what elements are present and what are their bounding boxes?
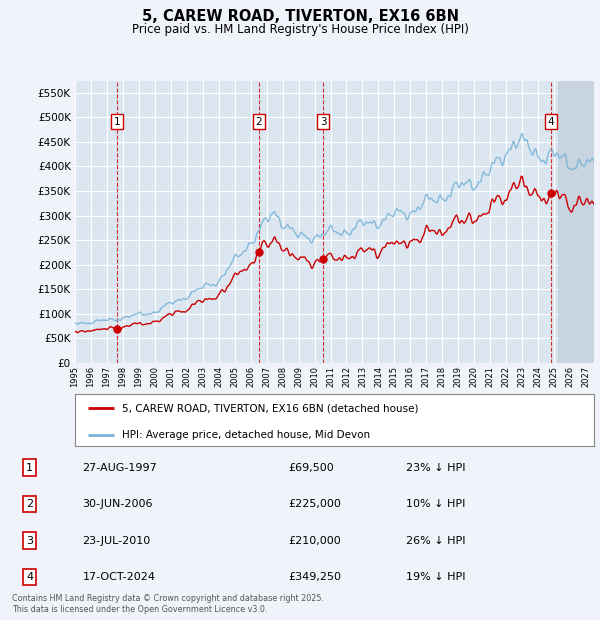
Text: 2021: 2021 bbox=[486, 366, 494, 387]
Text: 27-AUG-1997: 27-AUG-1997 bbox=[82, 463, 157, 472]
Text: 4: 4 bbox=[26, 572, 33, 582]
Text: 1: 1 bbox=[114, 117, 121, 126]
Text: 2026: 2026 bbox=[566, 366, 575, 387]
Text: £349,250: £349,250 bbox=[288, 572, 341, 582]
Text: £225,000: £225,000 bbox=[288, 499, 341, 509]
Text: 1996: 1996 bbox=[86, 366, 95, 387]
Text: 2003: 2003 bbox=[198, 366, 207, 387]
Text: 2010: 2010 bbox=[310, 366, 319, 387]
Text: 30-JUN-2006: 30-JUN-2006 bbox=[82, 499, 153, 509]
Text: 1999: 1999 bbox=[134, 366, 143, 387]
Text: 2012: 2012 bbox=[342, 366, 351, 387]
Text: 2027: 2027 bbox=[581, 366, 590, 387]
Text: 1995: 1995 bbox=[71, 366, 79, 387]
Text: 2005: 2005 bbox=[230, 366, 239, 387]
Text: 3: 3 bbox=[26, 536, 33, 546]
Text: 2015: 2015 bbox=[390, 366, 399, 387]
Text: 2024: 2024 bbox=[533, 366, 542, 387]
Text: 4: 4 bbox=[547, 117, 554, 126]
Text: £210,000: £210,000 bbox=[288, 536, 341, 546]
Text: 2025: 2025 bbox=[550, 366, 559, 387]
Text: Price paid vs. HM Land Registry's House Price Index (HPI): Price paid vs. HM Land Registry's House … bbox=[131, 23, 469, 36]
Text: 2019: 2019 bbox=[454, 366, 463, 387]
Text: 2004: 2004 bbox=[214, 366, 223, 387]
Text: Contains HM Land Registry data © Crown copyright and database right 2025.: Contains HM Land Registry data © Crown c… bbox=[12, 593, 324, 603]
Text: 2023: 2023 bbox=[518, 366, 527, 387]
Bar bbox=[558, 81, 594, 363]
Text: 2007: 2007 bbox=[262, 366, 271, 387]
Text: 10% ↓ HPI: 10% ↓ HPI bbox=[406, 499, 465, 509]
Text: 19% ↓ HPI: 19% ↓ HPI bbox=[406, 572, 466, 582]
Text: 2016: 2016 bbox=[406, 366, 415, 387]
Text: 2006: 2006 bbox=[246, 366, 255, 387]
Text: 2013: 2013 bbox=[358, 366, 367, 387]
Text: 2008: 2008 bbox=[278, 366, 287, 387]
Text: 23% ↓ HPI: 23% ↓ HPI bbox=[406, 463, 466, 472]
Text: 2002: 2002 bbox=[182, 366, 191, 387]
Text: 1997: 1997 bbox=[103, 366, 112, 387]
Text: 3: 3 bbox=[320, 117, 326, 126]
Text: 17-OCT-2024: 17-OCT-2024 bbox=[82, 572, 155, 582]
Text: 5, CAREW ROAD, TIVERTON, EX16 6BN (detached house): 5, CAREW ROAD, TIVERTON, EX16 6BN (detac… bbox=[122, 404, 418, 414]
Text: 26% ↓ HPI: 26% ↓ HPI bbox=[406, 536, 466, 546]
Text: 2: 2 bbox=[256, 117, 262, 126]
Text: 5, CAREW ROAD, TIVERTON, EX16 6BN: 5, CAREW ROAD, TIVERTON, EX16 6BN bbox=[142, 9, 458, 24]
Text: 2020: 2020 bbox=[470, 366, 479, 387]
Text: HPI: Average price, detached house, Mid Devon: HPI: Average price, detached house, Mid … bbox=[122, 430, 370, 440]
Text: 2: 2 bbox=[26, 499, 33, 509]
Text: 1998: 1998 bbox=[118, 366, 127, 387]
Text: This data is licensed under the Open Government Licence v3.0.: This data is licensed under the Open Gov… bbox=[12, 604, 268, 614]
Text: 2009: 2009 bbox=[294, 366, 303, 387]
Text: 23-JUL-2010: 23-JUL-2010 bbox=[82, 536, 151, 546]
Text: 2014: 2014 bbox=[374, 366, 383, 387]
Text: 2018: 2018 bbox=[438, 366, 447, 387]
Text: 2001: 2001 bbox=[166, 366, 175, 387]
Text: 2017: 2017 bbox=[422, 366, 431, 387]
Text: £69,500: £69,500 bbox=[288, 463, 334, 472]
Text: 2011: 2011 bbox=[326, 366, 335, 387]
Text: 2000: 2000 bbox=[151, 366, 160, 387]
Text: 2022: 2022 bbox=[502, 366, 511, 387]
Text: 1: 1 bbox=[26, 463, 33, 472]
